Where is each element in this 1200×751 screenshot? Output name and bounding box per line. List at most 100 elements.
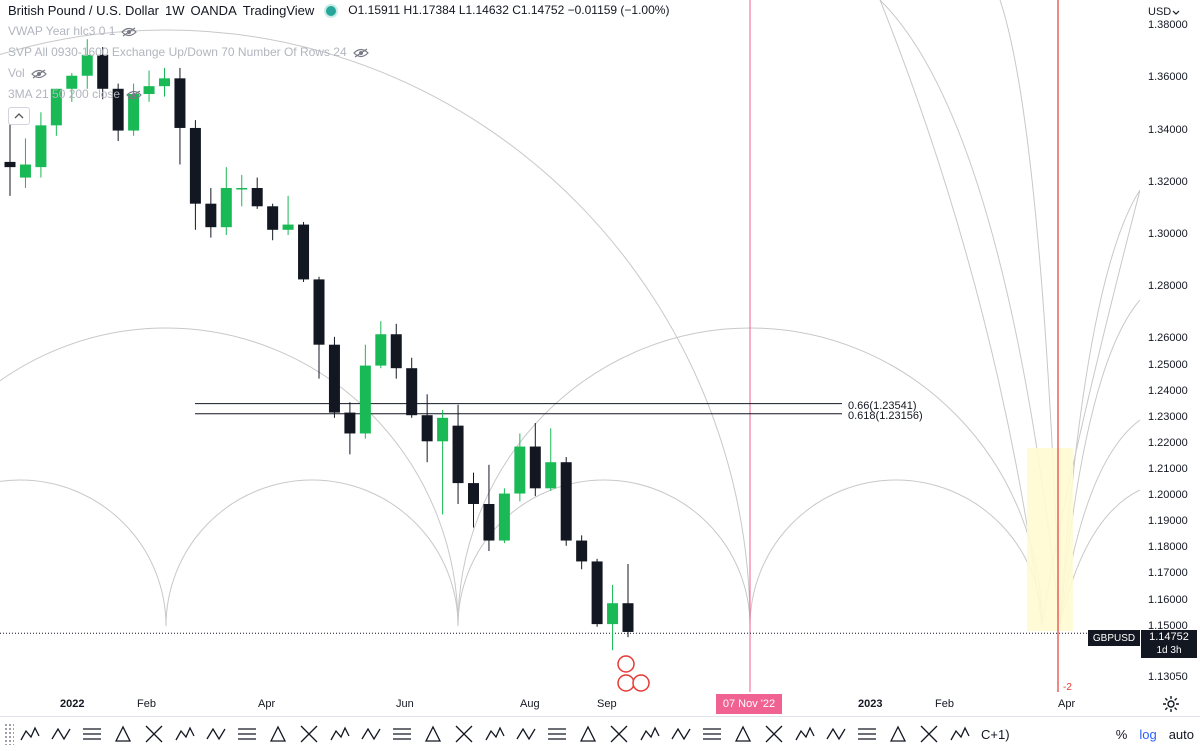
fib-spiral-tool-button[interactable] xyxy=(479,719,510,749)
indicator-row-3ma[interactable]: 3MA 21 50 200 close xyxy=(8,84,669,105)
wxyz-pattern-icon xyxy=(82,728,101,740)
arrow-tool-button[interactable] xyxy=(696,719,727,749)
horizontal-line-icon xyxy=(300,725,317,743)
wxy-pattern-tool-button[interactable] xyxy=(45,719,76,749)
time-cycles-tool-button[interactable] xyxy=(572,719,603,749)
drawing-toolbar: C+1) % log auto xyxy=(0,716,1200,751)
candle-body xyxy=(267,206,279,230)
candle-body xyxy=(50,88,62,126)
fib-level-label: 0.66(1.23541) xyxy=(848,400,917,412)
indicator-row-vwap[interactable]: VWAP Year hlc3 0 1 xyxy=(8,21,669,42)
candle-body xyxy=(560,462,572,541)
trend-line-tool-button[interactable] xyxy=(324,719,355,749)
percent-scale-button[interactable]: % xyxy=(1115,726,1128,742)
abc-pattern-icon xyxy=(145,725,162,743)
price-chart-plot[interactable] xyxy=(0,0,1140,692)
candle-body xyxy=(406,368,418,416)
candle-body xyxy=(174,78,186,128)
tool-partial-label[interactable]: C+1) xyxy=(981,726,1010,742)
indicator-row-vol[interactable]: Vol xyxy=(8,63,669,84)
path-tool-tool-button[interactable] xyxy=(169,719,200,749)
drag-handle-icon[interactable] xyxy=(4,723,14,745)
candle-body xyxy=(220,188,232,228)
price-scale[interactable]: 1.38000 1.36000 1.34000 1.32000 1.30000 1.280… xyxy=(1140,0,1200,692)
head-shoulders-tool-button[interactable] xyxy=(851,719,882,749)
eye-hidden-icon[interactable] xyxy=(121,27,138,37)
price-tick-label: 1.22000 xyxy=(1148,436,1188,449)
bezier-tool-button[interactable] xyxy=(882,719,913,749)
candle-body xyxy=(529,446,541,489)
currency-label[interactable]: USD xyxy=(1148,6,1172,18)
time-tick-label: Sep xyxy=(597,698,617,710)
gann-fan-icon xyxy=(392,728,411,740)
price-tick-label: 1.38000 xyxy=(1148,19,1188,32)
rectangle-tool-button[interactable] xyxy=(231,719,262,749)
last-price-badge: 1.14752 1d 3h xyxy=(1141,630,1197,658)
fib-level-label: 0.618(1.23156) xyxy=(848,410,923,422)
time-tick-label: Feb xyxy=(137,698,156,710)
polyline-tool-button[interactable] xyxy=(665,719,696,749)
elliott-wave-tool-button[interactable] xyxy=(417,719,448,749)
symbol-badge: GBPUSD xyxy=(1088,630,1140,646)
candle-body xyxy=(359,365,371,434)
triangle-pattern-tool-button[interactable] xyxy=(944,719,975,749)
abc-pattern-tool-button[interactable] xyxy=(138,719,169,749)
candle-pattern-tool-button[interactable] xyxy=(820,719,851,749)
indicator-label: Vol xyxy=(8,66,25,80)
cycle-tool-button[interactable] xyxy=(913,719,944,749)
price-tick-label: 1.24000 xyxy=(1148,384,1188,397)
horizontal-line-tool-button[interactable] xyxy=(293,719,324,749)
legend-title-row: British Pound / U.S. Dollar 1W OANDA Tra… xyxy=(8,0,669,21)
log-scale-button[interactable]: log xyxy=(1139,726,1157,742)
fib-circles-tool-button[interactable] xyxy=(448,719,479,749)
gann-fan-tool-button[interactable] xyxy=(386,719,417,749)
price-tick-label: 1.18000 xyxy=(1148,541,1188,554)
tool-list xyxy=(14,719,975,749)
fib-channel-tool-button[interactable] xyxy=(200,719,231,749)
market-status-icon xyxy=(326,5,337,16)
collapse-legend-button[interactable] xyxy=(8,107,30,125)
candle-body xyxy=(545,462,557,489)
price-tick-label: 1.23000 xyxy=(1148,410,1188,423)
eye-hidden-icon[interactable] xyxy=(352,48,369,58)
candle-body xyxy=(421,415,433,442)
candle-body xyxy=(4,161,16,168)
abcd-pattern-tool-button[interactable] xyxy=(107,719,138,749)
candle-body xyxy=(128,94,140,131)
fib-fan-tool-button[interactable] xyxy=(603,719,634,749)
candle-body xyxy=(328,344,340,413)
time-cycle-arc xyxy=(457,479,751,627)
auto-scale-button[interactable]: auto xyxy=(1168,726,1194,742)
brush-tool-button[interactable] xyxy=(634,719,665,749)
price-tick-label: 1.20000 xyxy=(1148,489,1188,502)
time-tick-label: Aug xyxy=(520,698,540,710)
projection-icon xyxy=(765,725,782,743)
candle-body xyxy=(344,412,356,434)
symbol-title[interactable]: British Pound / U.S. Dollar xyxy=(8,3,160,18)
pitchfork-tool-button[interactable] xyxy=(355,719,386,749)
box-tool-button[interactable] xyxy=(510,719,541,749)
wxyz-pattern-tool-button[interactable] xyxy=(76,719,107,749)
time-axis[interactable]: 2022 Feb Apr Jun Aug Sep 2023 Feb Apr xyxy=(0,692,1140,716)
long-position-tool-button[interactable] xyxy=(541,719,572,749)
trend-line-icon xyxy=(329,726,350,741)
interval-label[interactable]: 1W xyxy=(165,3,185,18)
xabcd-1-5-tool-button[interactable] xyxy=(14,719,45,749)
abcd-pattern-icon xyxy=(114,725,131,742)
projection-tool-button[interactable] xyxy=(758,719,789,749)
candle-body xyxy=(576,540,588,562)
candle-body xyxy=(236,188,248,190)
price-tick-label: 1.16000 xyxy=(1148,593,1188,606)
indicator-row-svp[interactable]: SVP All 0930-1600 Exchange Up/Down 70 Nu… xyxy=(8,42,669,63)
polyline-icon xyxy=(670,727,691,741)
eraser-tool-button[interactable] xyxy=(727,719,758,749)
eye-hidden-icon[interactable] xyxy=(30,69,47,79)
candle-body xyxy=(112,88,124,131)
time-tick-label: 2023 xyxy=(858,698,883,710)
price-tick-label: 1.15000 xyxy=(1148,619,1188,632)
eye-hidden-icon[interactable] xyxy=(126,90,142,100)
zigzag-tool-button[interactable] xyxy=(789,719,820,749)
gear-icon[interactable] xyxy=(1162,695,1180,713)
callout-tool-button[interactable] xyxy=(262,719,293,749)
eraser-icon xyxy=(734,725,751,742)
